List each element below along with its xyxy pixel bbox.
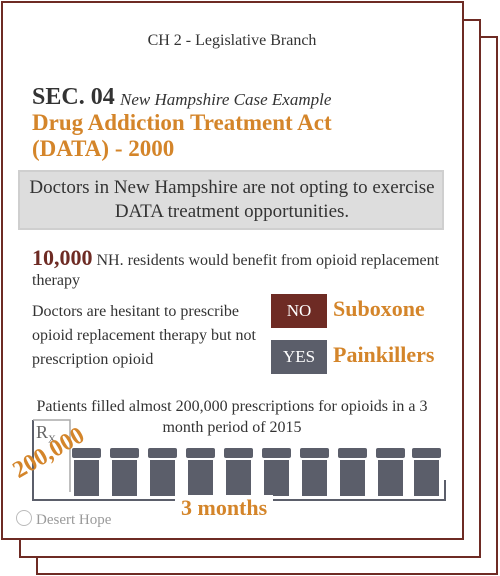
bottle-icon [110,448,139,496]
bottle-body [264,460,289,496]
bottle-icon [376,448,405,496]
bottle-icon [412,448,441,496]
bottle-cap [376,448,405,458]
rx-x: X [48,433,56,446]
section-title: (DATA) - 2000 [32,136,175,161]
section-number: SEC. 04 [32,84,115,110]
section-subtitle: New Hampshire Case Example [120,90,332,109]
section-title: Drug Addiction Treatment Act [32,110,332,135]
bottle-cap [186,448,215,458]
chapter-title: CH 2 - Legislative Branch [147,32,317,49]
bottle-body [226,460,251,496]
bottle-body [150,460,175,496]
bottle-icon [338,448,367,496]
yes-tag: YES [271,340,327,374]
no-tag: NO [271,294,327,328]
bottle-body [414,460,439,496]
rx-symbol: RX [36,422,56,446]
stat-text: NH. residents would benefit from opioid … [32,252,440,289]
bottle-body [302,460,327,496]
stat-number: 10,000 [32,245,93,270]
bottle-body [340,460,365,496]
bottle-cap [262,448,291,458]
prescriptions-text: Patients filled almost 200,000 prescript… [36,398,428,436]
rx-r: R [36,422,49,442]
bottle-body [378,460,403,496]
drug-label: Suboxone [333,296,425,321]
bottle-cap [300,448,329,458]
callout-box [18,170,444,230]
bottle-icon [300,448,329,496]
logo-text: Desert Hope [36,512,112,528]
bottle-icon [224,448,253,496]
bottle-cap [110,448,139,458]
bottle-cap [412,448,441,458]
logo: Desert Hope [16,510,111,529]
bottle-icon [186,448,215,496]
period-label: 3 months [175,495,274,521]
bottle-cap [224,448,253,458]
bottle-cap [148,448,177,458]
bottle-body [188,460,213,496]
rx-box [33,419,71,492]
bottle-body [74,460,99,496]
bottle-icon [72,448,101,496]
bottle-cap [72,448,101,458]
bottle-icon [148,448,177,496]
bottle-icon [262,448,291,496]
stat: 10,000 NH. residents would benefit from … [32,245,442,291]
bottle-body [112,460,137,496]
comparison-text: Doctors are hesitant to prescribe opioid… [32,303,256,368]
drug-label: Painkillers [333,342,435,367]
callout-text: Doctors in New Hampshire are not opting … [29,177,435,222]
logo-icon [16,510,32,526]
bottle-cap [338,448,367,458]
